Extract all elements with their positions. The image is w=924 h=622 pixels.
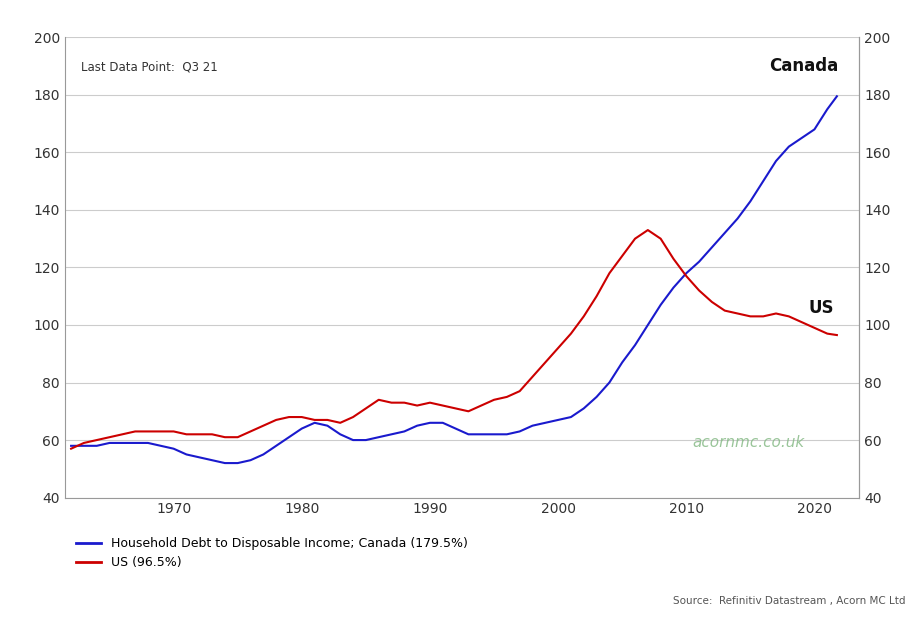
Text: Source:  Refinitiv Datastream , Acorn MC Ltd: Source: Refinitiv Datastream , Acorn MC … [673, 596, 906, 606]
Text: acornmc.co.uk: acornmc.co.uk [692, 435, 805, 450]
Legend: Household Debt to Disposable Income; Canada (179.5%), US (96.5%): Household Debt to Disposable Income; Can… [71, 532, 473, 574]
Text: US: US [808, 299, 833, 317]
Text: Last Data Point:  Q3 21: Last Data Point: Q3 21 [80, 60, 217, 73]
Text: Canada: Canada [770, 57, 839, 75]
